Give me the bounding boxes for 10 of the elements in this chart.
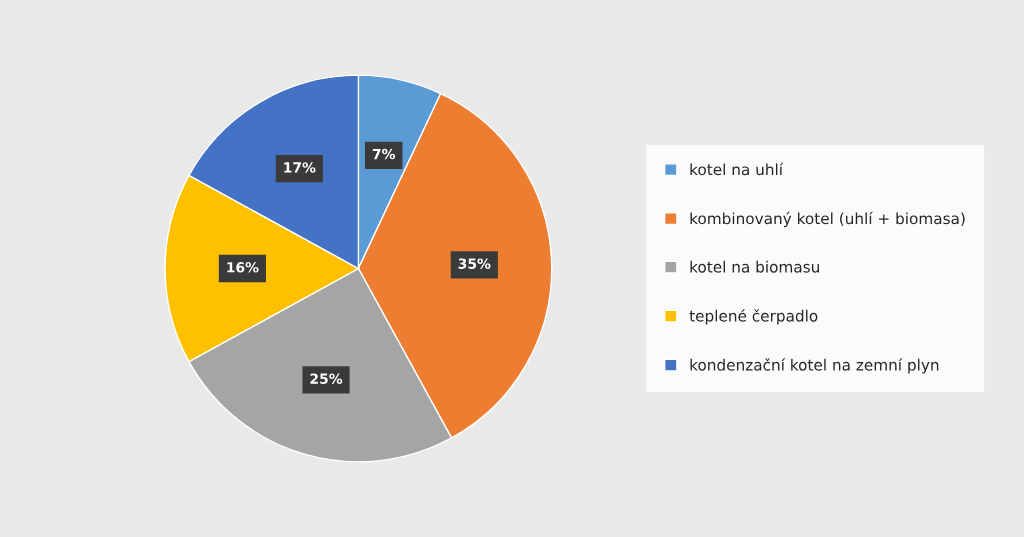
legend-label: kombinovaný kotel (uhlí + biomasa): [690, 211, 965, 228]
data-label: 35%: [458, 258, 491, 269]
legend-label: kondenzační kotel na zemní plyn: [690, 358, 939, 374]
legend-label: kotel na biomasu: [690, 260, 819, 273]
data-label: 7%: [372, 148, 396, 160]
data-label: 25%: [310, 373, 343, 384]
data-label: 17%: [284, 162, 316, 173]
legend-label: teplené čerpadlo: [689, 309, 818, 325]
data-label: 16%: [227, 262, 259, 273]
legend-label: kotel na uhlí: [690, 162, 784, 176]
